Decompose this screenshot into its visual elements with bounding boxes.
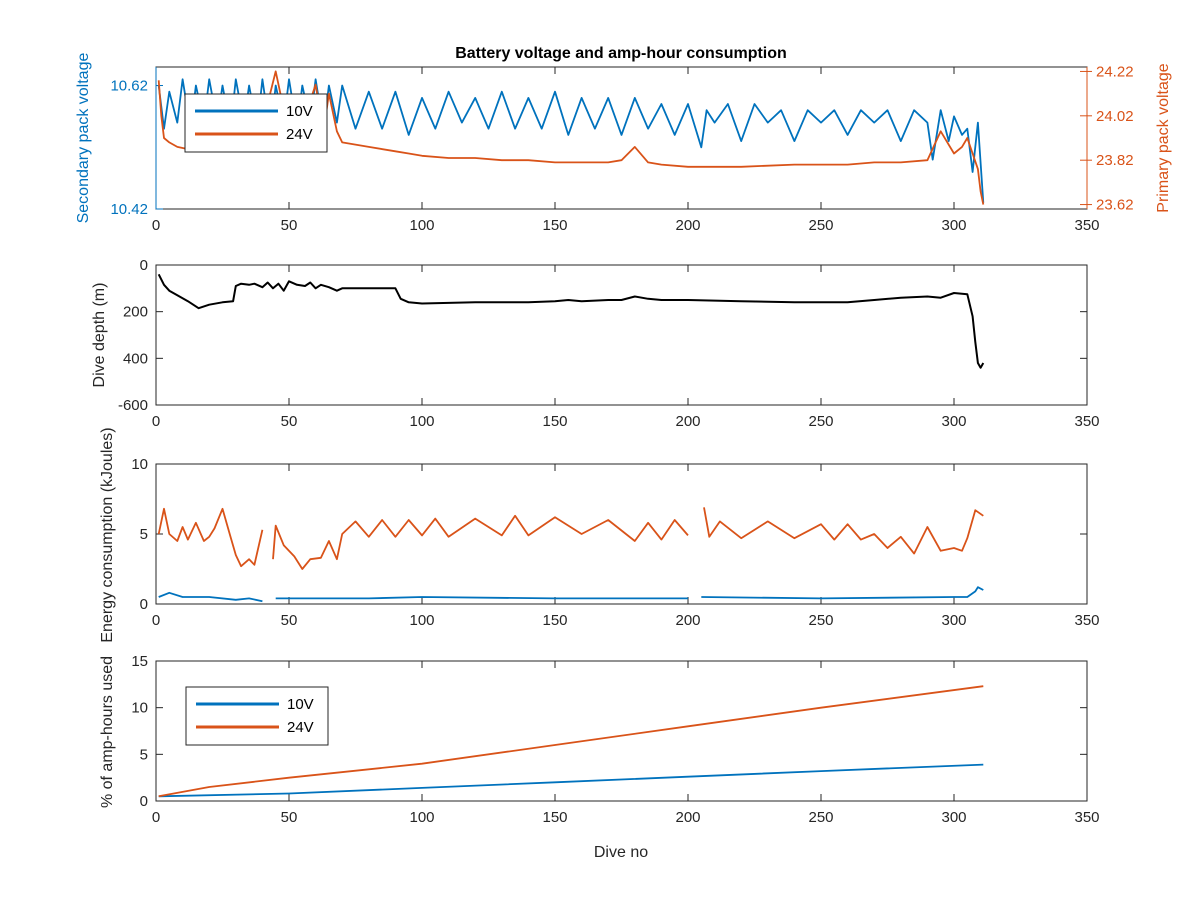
legend-label-10v: 10V bbox=[286, 103, 313, 120]
y-axis-label-right: Primary pack voltage bbox=[1155, 63, 1172, 212]
x-tick-label: 50 bbox=[281, 217, 298, 234]
y-tick-label: 10.42 bbox=[110, 201, 148, 218]
series-24v-line bbox=[158, 685, 984, 798]
y-tick-label: 0 bbox=[140, 793, 148, 810]
x-tick-label: 100 bbox=[409, 413, 434, 430]
y-tick-label: 400 bbox=[123, 350, 148, 367]
y-tick-label: 10 bbox=[131, 700, 148, 717]
y-right-tick-label: 24.02 bbox=[1096, 108, 1134, 125]
legend-box bbox=[184, 93, 328, 153]
x-tick-label: 350 bbox=[1074, 612, 1099, 629]
x-tick-label: 200 bbox=[675, 217, 700, 234]
y-axis-label: Energy consumption (kJoules) bbox=[99, 427, 116, 642]
y-tick-label: 5 bbox=[140, 526, 148, 543]
x-tick-label: 0 bbox=[152, 413, 160, 430]
x-tick-label: 100 bbox=[409, 809, 434, 826]
y-right-tick-label: 24.22 bbox=[1096, 63, 1134, 80]
axes-frame bbox=[155, 463, 1088, 605]
y-tick-label: 5 bbox=[140, 746, 148, 763]
panel-dive-depth: Dive depth (m) 0 50 100 150 200 250 300 350 0 200… bbox=[91, 257, 1100, 430]
x-tick-label: 150 bbox=[542, 413, 567, 430]
x-tick-label: 350 bbox=[1074, 217, 1099, 234]
x-tick-label: 350 bbox=[1074, 809, 1099, 826]
y-axis-label: % of amp-hours used bbox=[99, 656, 116, 808]
x-tick-label: 250 bbox=[808, 809, 833, 826]
x-tick-label: 100 bbox=[409, 217, 434, 234]
panel-amp-hours: % of amp-hours used Dive no 0 50 100 150 200… bbox=[99, 653, 1100, 861]
x-axis-label: Dive no bbox=[594, 844, 648, 861]
x-tick-label: 200 bbox=[675, 809, 700, 826]
panel-energy-consumption: Energy consumption (kJoules) 0 50 100 150 20… bbox=[99, 427, 1100, 642]
chart-title: Battery voltage and amp-hour consumption bbox=[455, 45, 787, 62]
series-24v-line bbox=[157, 507, 984, 570]
x-tick-label: 150 bbox=[542, 809, 567, 826]
x-tick-label: 0 bbox=[152, 217, 160, 234]
y-axis-label-left: Secondary pack voltage bbox=[75, 53, 92, 224]
y-tick-label: 15 bbox=[131, 653, 148, 670]
legend-label-24v: 24V bbox=[286, 126, 313, 143]
series-10v-line bbox=[158, 586, 984, 603]
x-tick-label: 300 bbox=[941, 612, 966, 629]
x-tick-label: 200 bbox=[675, 413, 700, 430]
series-10v-line bbox=[158, 763, 984, 798]
x-tick-label: 250 bbox=[808, 217, 833, 234]
legend-label-24v: 24V bbox=[287, 719, 314, 736]
legend-label-10v: 10V bbox=[287, 696, 314, 713]
x-tick-label: 300 bbox=[941, 217, 966, 234]
x-tick-label: 0 bbox=[152, 612, 160, 629]
y-tick-label: 0 bbox=[140, 257, 148, 274]
x-tick-label: 300 bbox=[941, 413, 966, 430]
x-tick-label: 150 bbox=[542, 612, 567, 629]
x-tick-label: 0 bbox=[152, 809, 160, 826]
x-tick-label: 350 bbox=[1074, 413, 1099, 430]
legend-box bbox=[185, 686, 329, 746]
x-tick-label: 200 bbox=[675, 612, 700, 629]
x-tick-label: 50 bbox=[281, 413, 298, 430]
y-right-tick-label: 23.62 bbox=[1096, 197, 1134, 214]
y-tick-label: -600 bbox=[118, 397, 148, 414]
x-tick-label: 250 bbox=[808, 413, 833, 430]
y-tick-label: 10.62 bbox=[110, 78, 148, 95]
y-tick-label: 200 bbox=[123, 304, 148, 321]
x-tick-label: 250 bbox=[808, 612, 833, 629]
y-tick-label: 10 bbox=[131, 456, 148, 473]
y-axis-label: Dive depth (m) bbox=[91, 283, 108, 388]
series-depth-line bbox=[157, 273, 985, 369]
x-tick-label: 50 bbox=[281, 809, 298, 826]
axes-frame bbox=[155, 264, 1088, 406]
x-tick-label: 300 bbox=[941, 809, 966, 826]
x-tick-label: 150 bbox=[542, 217, 567, 234]
x-tick-label: 50 bbox=[281, 612, 298, 629]
x-tick-label: 100 bbox=[409, 612, 434, 629]
y-right-tick-label: 23.82 bbox=[1096, 152, 1134, 169]
y-tick-label: 0 bbox=[140, 596, 148, 613]
panel-battery-voltage: Battery voltage and amp-hour consumption… bbox=[75, 45, 1172, 234]
